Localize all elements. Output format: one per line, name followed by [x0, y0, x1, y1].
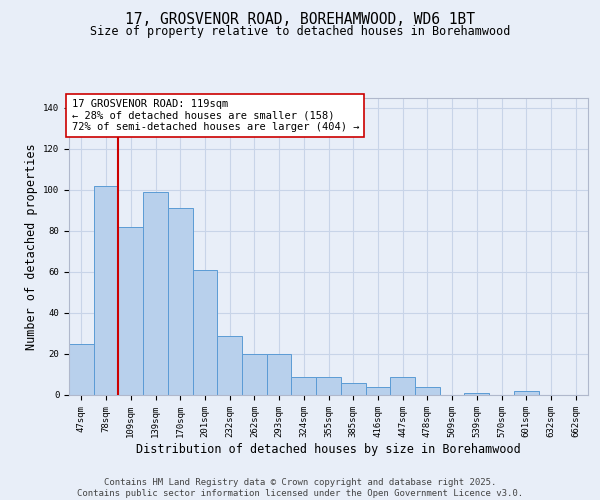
Bar	[143, 192, 168, 395]
Bar	[242, 354, 267, 395]
Bar	[69, 344, 94, 395]
Bar	[316, 376, 341, 395]
Text: 17, GROSVENOR ROAD, BOREHAMWOOD, WD6 1BT: 17, GROSVENOR ROAD, BOREHAMWOOD, WD6 1BT	[125, 12, 475, 28]
Bar	[390, 376, 415, 395]
Y-axis label: Number of detached properties: Number of detached properties	[25, 143, 38, 350]
Bar	[415, 387, 440, 395]
Bar	[341, 382, 365, 395]
Bar	[118, 227, 143, 395]
Bar	[217, 336, 242, 395]
Bar	[193, 270, 217, 395]
Text: Contains HM Land Registry data © Crown copyright and database right 2025.
Contai: Contains HM Land Registry data © Crown c…	[77, 478, 523, 498]
X-axis label: Distribution of detached houses by size in Borehamwood: Distribution of detached houses by size …	[136, 442, 521, 456]
Bar	[94, 186, 118, 395]
Text: Size of property relative to detached houses in Borehamwood: Size of property relative to detached ho…	[90, 25, 510, 38]
Bar	[168, 208, 193, 395]
Bar	[292, 376, 316, 395]
Bar	[365, 387, 390, 395]
Bar	[267, 354, 292, 395]
Bar	[464, 393, 489, 395]
Bar	[514, 391, 539, 395]
Text: 17 GROSVENOR ROAD: 119sqm
← 28% of detached houses are smaller (158)
72% of semi: 17 GROSVENOR ROAD: 119sqm ← 28% of detac…	[71, 99, 359, 132]
